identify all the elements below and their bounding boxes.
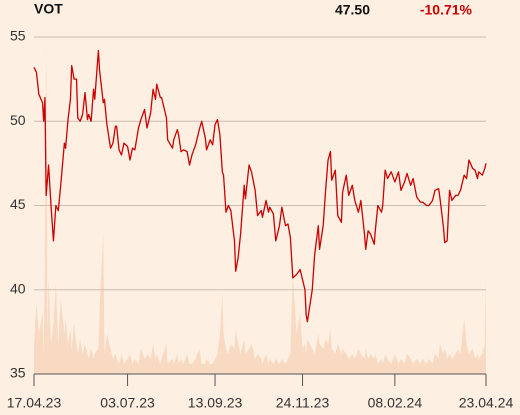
grid-layer: [33, 36, 487, 386]
x-tick-label: 23.04.24: [459, 395, 514, 411]
x-tick-label: 03.07.23: [100, 395, 155, 411]
y-tick-label: 35: [10, 365, 26, 381]
ticker: VOT: [34, 1, 63, 17]
y-tick-label: 55: [10, 28, 26, 44]
y-tick-label: 50: [10, 112, 26, 128]
x-tick-label: 17.04.23: [7, 395, 62, 411]
change: -10.71%: [420, 2, 473, 18]
x-tick-label: 08.02.24: [368, 395, 423, 411]
y-tick-label: 40: [10, 280, 26, 296]
line-layer: [33, 49, 487, 323]
price-line: [33, 49, 487, 323]
x-tick-label: 13.09.23: [188, 395, 243, 411]
last-price: 47.50: [335, 2, 370, 18]
x-tick-label: 24.11.23: [276, 395, 330, 411]
y-tick-label: 45: [10, 196, 26, 212]
